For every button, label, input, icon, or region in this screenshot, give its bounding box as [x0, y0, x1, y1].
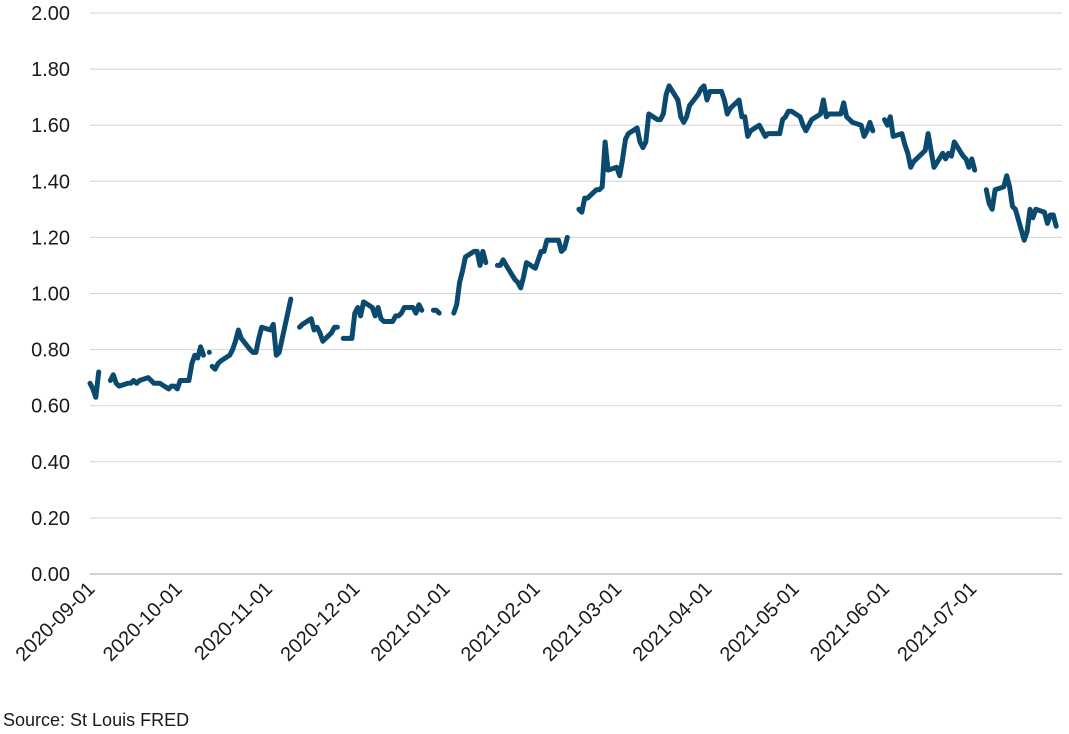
series-line-segment	[494, 234, 570, 291]
y-tick-label: 1.00	[31, 284, 70, 306]
series-line	[87, 83, 1059, 400]
x-tick-label: 2020-11-01	[190, 578, 277, 665]
series-line-segment	[87, 369, 102, 400]
x-tick-label: 2020-09-01	[12, 578, 100, 666]
y-tick-label: 0.80	[31, 340, 70, 362]
series-line-segment	[576, 83, 876, 215]
series-line-segment	[107, 344, 206, 392]
y-tick-label: 0.00	[31, 564, 70, 586]
y-tick-label: 1.20	[31, 227, 70, 249]
y-tick-label: 0.40	[31, 452, 70, 474]
series-line-segment	[882, 114, 978, 173]
x-axis-tick-labels: 2020-09-01 2020-10-01 2020-11-01 2020-12-01…	[12, 578, 982, 666]
series-line-segment	[451, 248, 489, 316]
line-chart: 0.00 0.20 0.40 0.60 0.80 1.00 1.20 1.40 1.60 1.80…	[12, 3, 1062, 666]
x-tick-label: 2021-04-01	[629, 578, 717, 666]
y-tick-label: 1.60	[31, 115, 70, 137]
y-tick-label: 0.60	[31, 396, 70, 418]
y-tick-label: 1.80	[31, 59, 70, 81]
y-axis-tick-labels: 0.00 0.20 0.40 0.60 0.80 1.00 1.20 1.40 1.60 1.80…	[31, 3, 70, 586]
y-tick-label: 0.20	[31, 508, 70, 530]
y-tick-label: 1.40	[31, 171, 70, 193]
x-tick-label: 2021-05-01	[716, 578, 804, 666]
series-line-segment	[209, 296, 294, 372]
grid-lines	[90, 12, 1062, 575]
x-tick-label: 2020-12-01	[276, 578, 364, 666]
series-line-segment	[297, 316, 340, 344]
series-line-segment	[340, 299, 425, 341]
x-tick-label: 2021-01-01	[367, 578, 455, 666]
source-note: Source: St Louis FRED	[3, 710, 190, 730]
series-line-segment	[983, 173, 1059, 243]
x-tick-label: 2021-07-01	[893, 578, 981, 666]
series-point	[206, 349, 212, 355]
x-tick-label: 2021-02-01	[457, 578, 545, 666]
x-tick-label: 2020-10-01	[99, 578, 187, 666]
x-tick-label: 2021-06-01	[806, 578, 894, 666]
x-tick-label: 2021-03-01	[538, 578, 626, 666]
y-tick-label: 2.00	[31, 3, 70, 25]
series-line-segment	[430, 307, 442, 316]
